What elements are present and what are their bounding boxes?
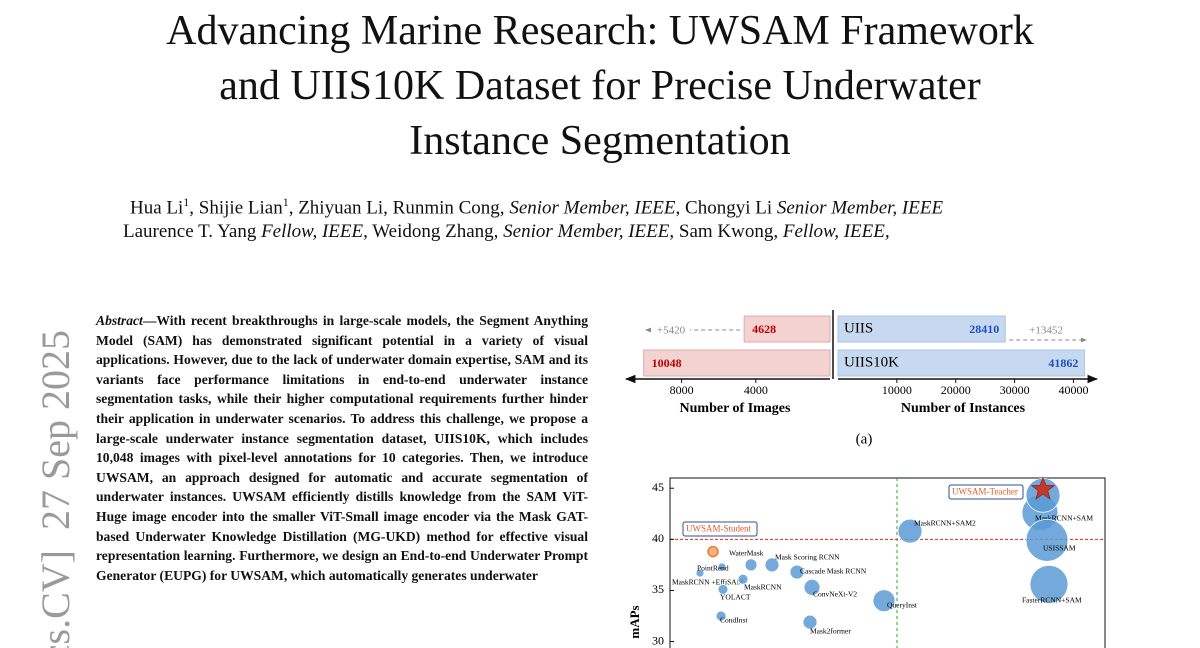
images-increment: +5420 <box>657 325 686 337</box>
point-label: MaskRCNN +EffiSAM <box>672 578 744 587</box>
abstract-text: With recent breakthroughs in large-scale… <box>96 313 588 583</box>
membership: Fellow, IEEE, <box>782 221 890 242</box>
instance-bar <box>837 349 1085 377</box>
x-tick-label: 30000 <box>1000 383 1030 397</box>
image-value: 10048 <box>652 356 682 370</box>
membership: Senior Member, IEEE <box>503 221 670 242</box>
y-tick-label: 40 <box>652 531 664 545</box>
y-tick-label: 45 <box>652 480 664 494</box>
point-label: UWSAM-Teacher <box>952 487 1018 497</box>
paper-title: Advancing Marine Research: UWSAM Framewo… <box>0 4 1200 169</box>
bubble <box>707 545 719 558</box>
axis-title: Number of Instances <box>901 401 1026 416</box>
point-label: Mask2former <box>810 627 851 636</box>
author-name: , Sam Kwong, <box>669 221 783 242</box>
author-name: Laurence T. Yang <box>123 221 262 242</box>
dataset-name: UIIS10K <box>844 354 899 370</box>
point-label: WaterMask <box>729 549 764 558</box>
abstract-label: Abstract <box>96 313 143 328</box>
bubble <box>1025 518 1069 562</box>
affiliation-mark: 1 <box>183 195 190 209</box>
point-label: Mask Scoring RCNN <box>775 553 840 562</box>
affiliation-mark: 1 <box>282 195 289 209</box>
membership: Fellow, IEEE <box>261 221 364 242</box>
point-label: UWSAM-Student <box>686 524 751 534</box>
point-label: YOLACT <box>720 593 751 602</box>
axis-title: Number of Images <box>680 401 792 416</box>
abstract-dash: — <box>142 313 157 328</box>
badge-box <box>948 484 1024 500</box>
bubble <box>744 558 758 572</box>
x-tick-label: 4000 <box>744 383 768 397</box>
label-bg <box>652 322 690 338</box>
point-label: MaskRCNN+SAM2 <box>914 519 976 528</box>
y-tick-label: 35 <box>652 582 664 596</box>
instance-bar <box>837 315 1006 343</box>
point-label: MaskRCNN+SAM <box>1035 514 1093 523</box>
bubble <box>1029 564 1069 604</box>
badge-box <box>682 521 758 537</box>
y-tick-label: 30 <box>652 633 664 647</box>
point-label: MaskRCNN <box>744 583 782 592</box>
title-line: Instance Segmentation <box>409 118 791 164</box>
point-label: ConvNeXt-V2 <box>813 590 857 599</box>
bubble <box>764 557 780 573</box>
dataset-name: UIIS <box>844 320 873 336</box>
point-label: USISSAM <box>1043 544 1076 553</box>
title-line: and UIIS10K Dataset for Precise Underwat… <box>219 63 981 109</box>
bubble <box>789 564 805 580</box>
y-axis-title: mAPs <box>627 605 642 638</box>
bubble <box>717 584 729 595</box>
bubble <box>803 578 821 596</box>
point-label: CondInst <box>720 616 748 625</box>
point-label: PointRend <box>697 564 729 573</box>
image-bar <box>743 315 831 343</box>
point-label: QueryInst <box>887 601 918 610</box>
bubble <box>715 610 727 622</box>
plot-frame <box>669 477 1106 648</box>
x-tick-label: 20000 <box>941 383 971 397</box>
figure-caption: (a) <box>856 431 873 447</box>
author-name: Hua Li <box>130 197 184 219</box>
arxiv-side-label: [cs.CV] 27 Sep 2025 <box>33 330 78 648</box>
x-tick-label: 40000 <box>1058 383 1088 397</box>
x-tick-label: 8000 <box>670 383 694 397</box>
author-name: , Shijie Lian <box>189 197 283 219</box>
point-label: FasterRCNN+SAM <box>1022 596 1082 605</box>
instance-value: 28410 <box>969 322 999 336</box>
bubble <box>897 518 923 544</box>
point-label: Cascade Mask RCNN <box>800 567 867 576</box>
title-line: Advancing Marine Research: UWSAM Framewo… <box>166 8 1034 54</box>
instance-value: 41862 <box>1048 356 1078 370</box>
membership: Senior Member, IEEE <box>509 197 676 219</box>
teacher-star <box>1030 476 1056 500</box>
author-line: Laurence T. Yang Fellow, IEEE, Weidong Z… <box>123 221 890 243</box>
bubble <box>717 562 727 572</box>
abstract: Abstract—With recent breakthroughs in la… <box>96 311 588 585</box>
image-value: 4628 <box>752 322 776 336</box>
author-line: Hua Li1, Shijie Lian1, Zhiyuan Li, Runmi… <box>130 195 943 219</box>
bubble <box>695 568 705 578</box>
bubble <box>737 573 749 585</box>
x-tick-label: 10000 <box>882 383 912 397</box>
membership: Senior Member, IEEE <box>776 197 944 219</box>
instances-increment: +13452 <box>1029 325 1063 337</box>
author-name: , Chongyi Li <box>675 197 777 219</box>
author-name: , Weidong Zhang, <box>363 221 504 242</box>
bubble <box>802 614 818 630</box>
image-bar <box>643 349 831 377</box>
author-name: , Zhiyuan Li, Runmin Cong, <box>288 197 510 219</box>
bubble <box>872 589 896 613</box>
